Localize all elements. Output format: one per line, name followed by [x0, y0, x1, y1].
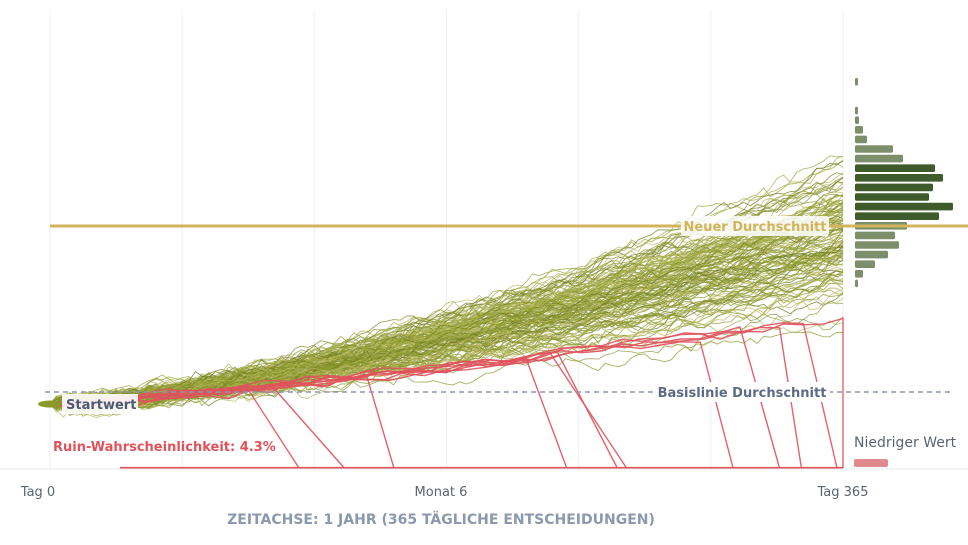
- histogram-bar: [855, 193, 929, 201]
- simulation-path: [49, 243, 844, 412]
- legend-low-swatch: [854, 459, 888, 467]
- start-label: Startwert: [66, 398, 136, 413]
- histogram-bar: [855, 279, 858, 288]
- simulation-path: [49, 206, 844, 409]
- histogram-bar: [855, 212, 939, 220]
- histogram-bar: [855, 231, 895, 240]
- histogram-bar: [855, 145, 893, 153]
- ruin-path: [49, 321, 838, 469]
- simulation-path: [49, 208, 844, 405]
- simulation-path: [49, 213, 844, 408]
- start-annotation: Startwert: [62, 394, 138, 414]
- simulation-path: [49, 216, 844, 409]
- x-axis-caption: ZEITACHSE: 1 JAHR (365 TÄGLICHE ENTSCHEI…: [227, 511, 655, 528]
- new-mean-label: Neuer Durchschnitt: [684, 220, 827, 235]
- x-tick-label: Tag 365: [817, 485, 869, 500]
- simulation-path: [49, 193, 844, 409]
- histogram-bar: [855, 126, 863, 134]
- histogram-bar: [855, 270, 863, 278]
- grid: [49, 10, 844, 468]
- simulation-path: [49, 159, 844, 414]
- x-tick-label: Monat 6: [415, 485, 468, 500]
- ruin-probability-label: Ruin-Wahrscheinlichkeit: 4.3%: [53, 440, 276, 455]
- histogram-bar: [855, 135, 867, 144]
- histogram-bar: [855, 250, 888, 259]
- histogram-bar: [855, 106, 858, 115]
- x-tick-label: Tag 0: [20, 485, 55, 500]
- histogram-bar: [855, 164, 935, 172]
- end-value-histogram: [855, 78, 953, 288]
- legend-low-label: Niedriger Wert: [854, 435, 957, 451]
- baseline-annotation: Basislinie Durchschnitt: [654, 382, 830, 402]
- histogram-bar: [855, 260, 875, 268]
- simulation-path: [49, 260, 844, 405]
- histogram-bar: [855, 202, 953, 211]
- ruin-path: [49, 317, 844, 468]
- histogram-bar: [855, 174, 943, 182]
- histogram-bar: [855, 154, 903, 163]
- histogram-bar: [855, 241, 899, 249]
- histogram-bar: [855, 78, 858, 86]
- histogram-bar: [855, 116, 859, 124]
- baseline-label: Basislinie Durchschnitt: [658, 386, 827, 401]
- start-marker: [38, 400, 62, 408]
- histogram-bar: [855, 183, 933, 192]
- new-mean-annotation: Neuer Durchschnitt: [681, 216, 829, 236]
